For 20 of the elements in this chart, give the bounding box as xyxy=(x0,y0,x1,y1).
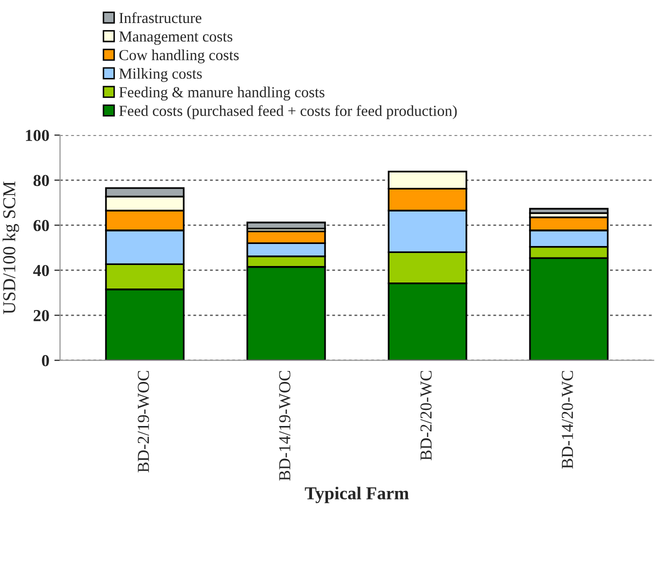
y-tick-label: 80 xyxy=(34,174,49,186)
x-axis-title: Typical Farm xyxy=(304,486,409,504)
x-tick-label: BD-14/20-WC xyxy=(562,370,574,469)
legend-label: Milking costs xyxy=(119,68,202,82)
y-tick-label: 0 xyxy=(42,355,49,366)
y-tick-label: 40 xyxy=(33,264,49,276)
legend-label: Management costs xyxy=(119,32,232,45)
bar xyxy=(246,222,326,230)
legend-label: Feeding & manure handling costs xyxy=(119,86,324,101)
legend-label: Infrastructure xyxy=(119,12,202,24)
y-tick-label: 60 xyxy=(34,220,49,232)
y-tick-label: 100 xyxy=(26,130,49,142)
x-tick-label: BD-2/19-WOC xyxy=(138,370,150,472)
x-tick-label: BD-2/20-WC xyxy=(420,370,432,460)
legend-label: Cow handling costs xyxy=(119,49,239,64)
legend-label: Feed costs (purchased feed + costs for feed production) xyxy=(119,105,457,120)
y-axis-title: USD/100 kg SCM xyxy=(2,182,20,314)
y-tick-label: 20 xyxy=(34,310,49,322)
x-tick-label: BD-14/19-WOC xyxy=(279,370,290,481)
bar xyxy=(529,208,609,214)
